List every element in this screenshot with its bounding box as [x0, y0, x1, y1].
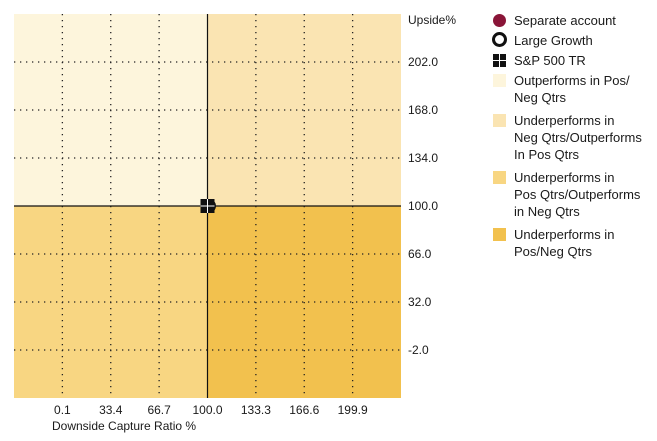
legend-label: Large Growth	[514, 33, 593, 48]
x-tick-label: 133.3	[241, 403, 271, 417]
legend-item-quadrant-top-right: Underperforms in Neg Qtrs/Outperforms In…	[490, 112, 655, 163]
legend-label: Underperforms in Pos/Neg Qtrs	[514, 227, 615, 259]
legend-item-quadrant-bottom-left: Underperforms in Pos Qtrs/Outperforms in…	[490, 169, 655, 220]
legend-label: Underperforms in Pos Qtrs/Outperforms in…	[514, 170, 641, 219]
legend-label: Separate account	[514, 13, 616, 28]
quadrant-swatch-icon	[493, 171, 506, 184]
legend-item-sp500: S&P 500 TR	[490, 52, 655, 69]
square-marker-icon	[493, 54, 506, 67]
legend-item-separate-account: Separate account	[490, 12, 655, 29]
legend-label: Underperforms in Neg Qtrs/Outperforms In…	[514, 113, 642, 162]
legend-item-quadrant-top-left: Outperforms in Pos/ Neg Qtrs	[490, 72, 655, 106]
x-tick-label: 166.6	[289, 403, 319, 417]
y-tick-label: 32.0	[408, 295, 432, 309]
x-tick-label: 0.1	[54, 403, 71, 417]
x-tick-label: 199.9	[338, 403, 368, 417]
y-axis-label: Upside%	[408, 13, 456, 27]
quadrant-swatch-icon	[493, 114, 506, 127]
legend: Separate account Large Growth S&P 500 TR…	[490, 12, 655, 266]
y-tick-label: 168.0	[408, 103, 438, 117]
quadrant-swatch-icon	[493, 74, 506, 87]
dot-marker-icon	[493, 14, 506, 27]
y-tick-label: 134.0	[408, 151, 438, 165]
y-tick-label: 100.0	[408, 199, 438, 213]
quadrant-swatch-icon	[493, 228, 506, 241]
x-tick-label: 66.7	[147, 403, 171, 417]
x-tick-label: 100.0	[192, 403, 222, 417]
x-tick-label: 33.4	[99, 403, 123, 417]
legend-item-quadrant-bottom-right: Underperforms in Pos/Neg Qtrs	[490, 226, 655, 260]
y-tick-label: 66.0	[408, 247, 432, 261]
y-tick-label: -2.0	[408, 343, 429, 357]
ring-marker-icon	[492, 32, 507, 47]
y-tick-label: 202.0	[408, 55, 438, 69]
legend-item-large-growth: Large Growth	[490, 32, 655, 49]
legend-label: Outperforms in Pos/ Neg Qtrs	[514, 73, 630, 105]
legend-label: S&P 500 TR	[514, 53, 586, 68]
x-axis-label: Downside Capture Ratio %	[52, 419, 196, 433]
